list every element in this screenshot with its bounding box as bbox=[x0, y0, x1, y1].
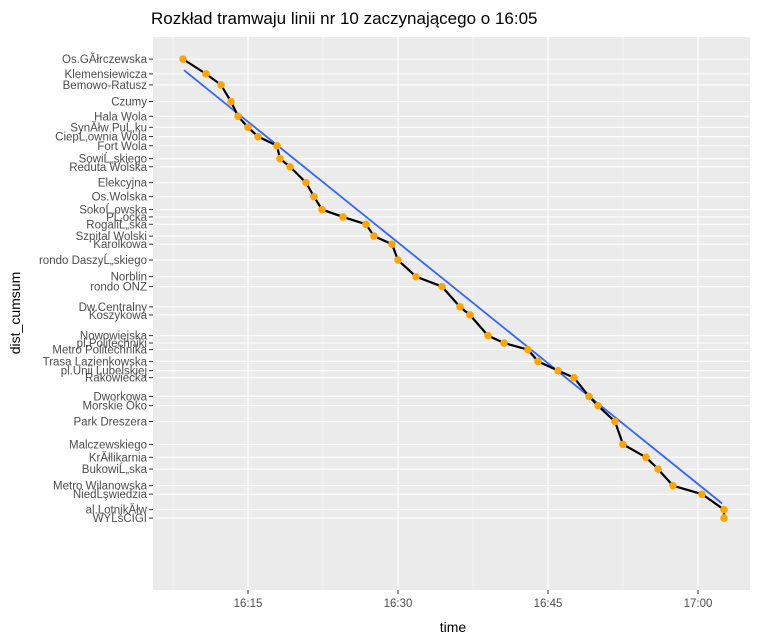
y-tick-label: SokoĹ‚owska bbox=[79, 204, 147, 217]
y-tick-label: Koszykowa bbox=[89, 310, 148, 322]
stop-point bbox=[698, 490, 706, 498]
y-tick-label: Bemowo-Ratusz bbox=[63, 80, 148, 92]
stop-point bbox=[669, 481, 677, 490]
y-axis: Os.GĂłrczewska KlemensiewiczaBemowo-Ratus… bbox=[39, 53, 153, 525]
stop-point bbox=[388, 240, 396, 248]
y-tick-label: KrĂłlikarnia bbox=[89, 451, 148, 464]
y-tick-label: Trasa Lazienkowska bbox=[43, 356, 148, 368]
y-tick-label: Os.GĂłrczewska bbox=[62, 53, 148, 66]
y-tick-label: SowiĹ„skiego bbox=[79, 153, 147, 166]
y-tick-label: Metro Politechnika bbox=[52, 345, 147, 357]
y-tick-label: PĹ‚ocka bbox=[106, 211, 148, 224]
stop-point bbox=[642, 453, 650, 462]
y-tick-label: Morskie Oko bbox=[82, 401, 147, 413]
y-tick-label: Dworkowa bbox=[93, 391, 147, 403]
y-tick-label: al.LotnikĂłw bbox=[86, 504, 148, 517]
stop-point bbox=[524, 345, 532, 354]
y-tick-label: Fort Wola bbox=[97, 141, 147, 153]
stop-point bbox=[720, 505, 728, 514]
y-tick-label: Park Dreszera bbox=[74, 417, 148, 429]
stop-point bbox=[227, 97, 235, 106]
stop-point bbox=[611, 417, 619, 426]
y-tick-label: Rakowiecka bbox=[85, 373, 148, 385]
trend-line bbox=[183, 69, 723, 505]
y-tick-label: Dw.Centralny bbox=[79, 302, 148, 314]
stop-point bbox=[217, 81, 225, 89]
stop-point bbox=[466, 311, 474, 319]
stop-point bbox=[362, 220, 370, 229]
y-tick-label: Elekcyjna bbox=[98, 178, 148, 190]
y-tick-label: SynĂłw PuĹ‚ku bbox=[70, 121, 147, 134]
y-tick-label: Os.Wolska bbox=[92, 192, 148, 204]
y-tick-label: Nowowiejska bbox=[80, 331, 148, 343]
x-axis: 16:15 16:30 16:45 17:00 bbox=[234, 590, 713, 610]
y-tick-label: Czumy bbox=[111, 97, 147, 109]
y-tick-label: WYĹšCIGI bbox=[93, 512, 147, 525]
y-tick-label: Malczewskiego bbox=[69, 439, 147, 451]
stop-point bbox=[276, 154, 284, 163]
x-tick-label: 16:15 bbox=[234, 598, 263, 610]
y-tick-label: RogaliĹ„ska bbox=[86, 218, 147, 231]
y-tick-label: Metro Wilanowska bbox=[53, 481, 148, 493]
stop-point bbox=[554, 366, 562, 375]
stop-point bbox=[302, 178, 310, 187]
chart-title: Rozkład tramwaju linii nr 10 zaczynające… bbox=[151, 9, 537, 28]
stop-point bbox=[654, 465, 662, 473]
stop-point bbox=[339, 213, 347, 221]
stop-point bbox=[394, 256, 402, 264]
stop-points bbox=[179, 55, 728, 522]
stop-point bbox=[500, 339, 508, 347]
plot-panel bbox=[153, 37, 750, 590]
y-tick-label: pl.Unii Lubelskiej bbox=[61, 366, 147, 378]
stop-point bbox=[234, 112, 242, 121]
y-tick-label: Klemensiewicza bbox=[65, 69, 148, 81]
stop-point bbox=[412, 272, 420, 281]
y-tick-label: rondo ONZ bbox=[90, 282, 147, 294]
stop-point bbox=[585, 392, 593, 401]
y-tick-label: Norblin bbox=[111, 272, 147, 284]
stop-point bbox=[254, 132, 262, 141]
y-tick-label: NiedĹşwiedzia bbox=[73, 488, 148, 501]
stop-point bbox=[310, 192, 318, 201]
y-tick-label: rondo DaszyĹ„skiego bbox=[39, 254, 147, 267]
y-tick-label: Hala Wola bbox=[94, 111, 147, 123]
x-tick-label: 16:30 bbox=[384, 598, 413, 610]
stop-point bbox=[456, 303, 464, 311]
stop-point bbox=[619, 440, 627, 449]
y-tick-label: Reduta Wolska bbox=[69, 162, 147, 174]
grid-y bbox=[153, 58, 750, 519]
y-tick-label: BukowiĹ„ska bbox=[82, 463, 148, 476]
stop-point bbox=[720, 514, 728, 522]
y-tick-label: Szpital Wolski bbox=[76, 231, 147, 243]
stop-point bbox=[244, 123, 252, 132]
stop-point bbox=[570, 373, 578, 382]
x-tick-label: 16:45 bbox=[534, 598, 563, 610]
y-tick-label: pl.Politechniki bbox=[77, 338, 147, 350]
x-tick-label: 17:00 bbox=[684, 598, 713, 610]
grid-major-x bbox=[247, 37, 699, 590]
stop-point bbox=[179, 55, 187, 63]
stop-point bbox=[286, 162, 294, 171]
stop-point bbox=[202, 70, 210, 78]
stop-point bbox=[594, 401, 602, 410]
y-axis-title: dist_cumsum bbox=[7, 272, 23, 354]
stop-point bbox=[484, 331, 492, 340]
stop-point bbox=[273, 141, 281, 150]
x-axis-title: time bbox=[440, 619, 467, 635]
y-tick-label: CiepĹ‚ownia Wola bbox=[55, 131, 147, 144]
stop-point bbox=[438, 282, 446, 291]
stop-point bbox=[534, 357, 542, 366]
stop-point bbox=[318, 205, 326, 214]
stop-point bbox=[370, 232, 378, 240]
y-tick-label: Karolkowa bbox=[93, 239, 147, 251]
